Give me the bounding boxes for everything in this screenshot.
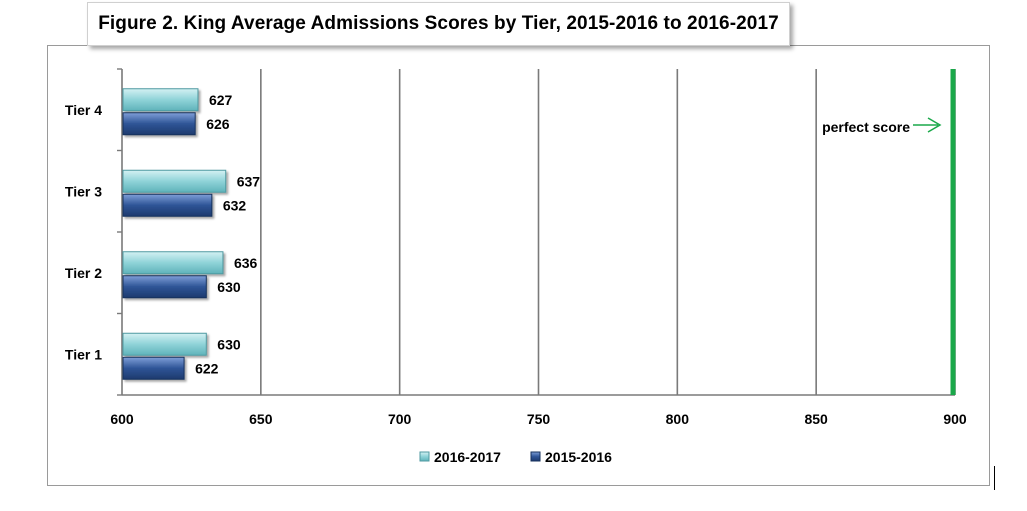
data-label-tier-3-2015-2016: 632 xyxy=(223,197,247,213)
bar-tier-2-2016-2017 xyxy=(122,251,224,275)
legend-label-2016-2017: 2016-2017 xyxy=(434,449,501,465)
x-tick-label-750: 750 xyxy=(527,411,551,427)
y-category-label-tier-2: Tier 2 xyxy=(65,265,102,281)
perfect-score-arrowhead xyxy=(927,117,942,133)
bar-tier-4-2015-2016 xyxy=(122,112,196,136)
y-category-label-tier-4: Tier 4 xyxy=(65,102,102,118)
chart-title: Figure 2. King Average Admissions Scores… xyxy=(98,13,779,34)
bar-tier-1-2015-2016 xyxy=(122,356,185,380)
perfect-score-label: perfect score xyxy=(822,119,910,135)
data-label-tier-4-2016-2017: 627 xyxy=(209,92,233,108)
bar-tier-3-2015-2016 xyxy=(122,193,213,217)
edge-tick xyxy=(994,466,995,490)
chart-title-box: Figure 2. King Average Admissions Scores… xyxy=(87,2,790,46)
data-label-tier-3-2016-2017: 637 xyxy=(237,173,261,189)
data-label-tier-2-2016-2017: 636 xyxy=(234,255,258,271)
y-category-label-tier-3: Tier 3 xyxy=(65,183,102,199)
bar-tier-2-2015-2016 xyxy=(122,275,207,299)
bar-tier-3-2016-2017 xyxy=(122,169,227,193)
x-tick-label-800: 800 xyxy=(666,411,690,427)
data-label-tier-2-2015-2016: 630 xyxy=(217,279,241,295)
bar-tier-1-2016-2017 xyxy=(122,332,207,356)
x-tick-label-850: 850 xyxy=(804,411,828,427)
data-label-tier-4-2015-2016: 626 xyxy=(206,116,230,132)
legend-swatch-2016-2017 xyxy=(419,451,430,462)
legend-label-2015-2016: 2015-2016 xyxy=(545,449,612,465)
x-tick-label-600: 600 xyxy=(110,411,134,427)
data-label-tier-1-2016-2017: 630 xyxy=(217,336,241,352)
data-label-tier-1-2015-2016: 622 xyxy=(195,360,219,376)
x-tick-label-900: 900 xyxy=(943,411,967,427)
x-tick-label-650: 650 xyxy=(249,411,273,427)
x-tick-label-700: 700 xyxy=(388,411,412,427)
y-category-label-tier-1: Tier 1 xyxy=(65,346,102,362)
bar-tier-4-2016-2017 xyxy=(122,88,199,112)
legend-swatch-2015-2016 xyxy=(530,451,541,462)
